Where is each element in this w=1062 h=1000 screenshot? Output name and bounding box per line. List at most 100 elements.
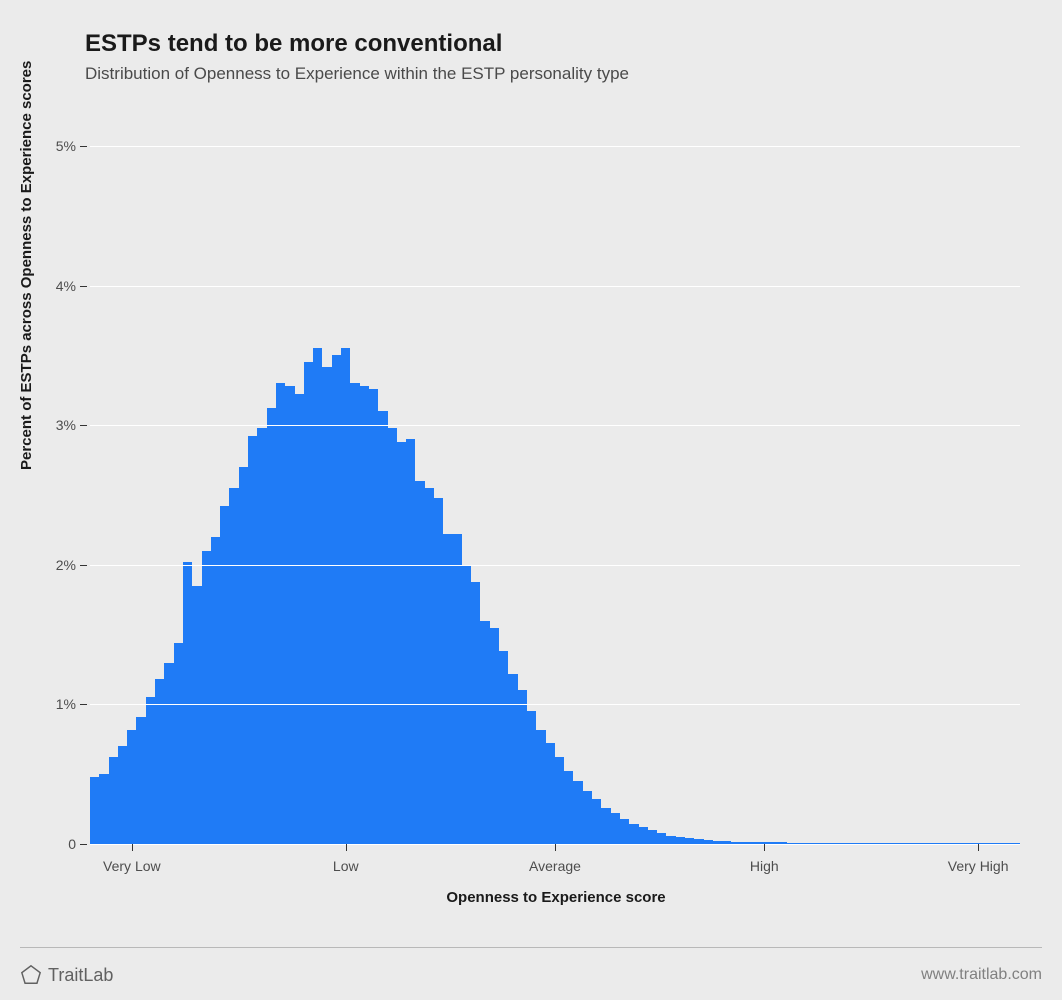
grid-line (90, 704, 1020, 705)
grid-line (90, 425, 1020, 426)
brand-name: TraitLab (48, 965, 113, 986)
bar (295, 394, 304, 844)
brand-logo: TraitLab (20, 964, 113, 986)
bar (648, 830, 657, 844)
bar (136, 717, 145, 844)
y-tick (80, 425, 87, 426)
y-tick (80, 565, 87, 566)
y-tick-label: 0 (68, 836, 76, 852)
chart-container: ESTPs tend to be more conventional Distr… (0, 0, 1062, 1000)
x-tick-label: Very High (948, 858, 1009, 874)
bar (322, 367, 331, 845)
bar (369, 389, 378, 844)
bar (601, 808, 610, 844)
grid-line (90, 286, 1020, 287)
bar (109, 757, 118, 844)
bar (239, 467, 248, 844)
x-tick (555, 844, 556, 851)
bar (583, 791, 592, 844)
bar (471, 582, 480, 844)
bar (350, 383, 359, 844)
bar (406, 439, 415, 844)
bar (546, 743, 555, 844)
bar (453, 534, 462, 844)
plot-area: 01%2%3%4%5%Very LowLowAverageHighVery Hi… (90, 104, 1020, 844)
y-axis-title: Percent of ESTPs across Openness to Expe… (18, 61, 35, 470)
bar (248, 436, 257, 844)
bar (332, 355, 341, 844)
bar (164, 663, 173, 845)
bar (183, 562, 192, 844)
bar (90, 777, 99, 844)
grid-line (90, 146, 1020, 147)
bar (341, 348, 350, 844)
y-tick-label: 3% (56, 417, 76, 433)
bar (276, 383, 285, 844)
bar (285, 386, 294, 844)
bar (499, 651, 508, 844)
bar (360, 386, 369, 844)
bar (611, 813, 620, 844)
y-tick (80, 286, 87, 287)
bar (527, 711, 536, 844)
bar (620, 819, 629, 844)
bar (257, 428, 266, 844)
x-tick (132, 844, 133, 851)
x-tick-label: Low (333, 858, 359, 874)
bar (229, 488, 238, 844)
bar (146, 697, 155, 844)
bar (555, 757, 564, 844)
y-tick-label: 1% (56, 696, 76, 712)
bar (220, 506, 229, 844)
bar (443, 534, 452, 844)
x-tick (978, 844, 979, 851)
bar (657, 833, 666, 844)
chart-subtitle: Distribution of Openness to Experience w… (85, 64, 1042, 84)
bar (99, 774, 108, 844)
bar (536, 730, 545, 844)
chart-title: ESTPs tend to be more conventional (85, 30, 1042, 58)
x-tick-label: Average (529, 858, 581, 874)
histogram-bars (90, 104, 1020, 844)
x-tick (346, 844, 347, 851)
bar (508, 674, 517, 844)
y-tick (80, 146, 87, 147)
bar (267, 408, 276, 844)
bar (434, 498, 443, 844)
y-tick-label: 5% (56, 138, 76, 154)
y-tick-label: 2% (56, 557, 76, 573)
x-axis-title: Openness to Experience score (446, 889, 665, 906)
bar (127, 730, 136, 844)
x-tick-label: High (750, 858, 779, 874)
bar (518, 690, 527, 844)
bar (397, 442, 406, 844)
bar (415, 481, 424, 844)
bar (573, 781, 582, 844)
bar (192, 586, 201, 844)
bar (313, 348, 322, 844)
bar (639, 827, 648, 844)
footer-divider (20, 947, 1042, 948)
bar (174, 643, 183, 844)
footer-url: www.traitlab.com (921, 966, 1042, 984)
bar (480, 621, 489, 844)
bar (425, 488, 434, 844)
bar (666, 836, 675, 844)
y-tick (80, 704, 87, 705)
bar (388, 428, 397, 844)
bar (629, 824, 638, 844)
x-tick-label: Very Low (103, 858, 161, 874)
bar (304, 362, 313, 844)
bar (564, 771, 573, 844)
bar (211, 537, 220, 844)
plot-wrap: 01%2%3%4%5%Very LowLowAverageHighVery Hi… (90, 104, 1022, 844)
pentagon-icon (20, 964, 42, 986)
y-tick (80, 844, 87, 845)
bar (118, 746, 127, 844)
bar (592, 799, 601, 844)
grid-line (90, 565, 1020, 566)
bar (378, 411, 387, 844)
bar (202, 551, 211, 844)
bar (676, 837, 685, 844)
footer: TraitLab www.traitlab.com (20, 964, 1042, 986)
